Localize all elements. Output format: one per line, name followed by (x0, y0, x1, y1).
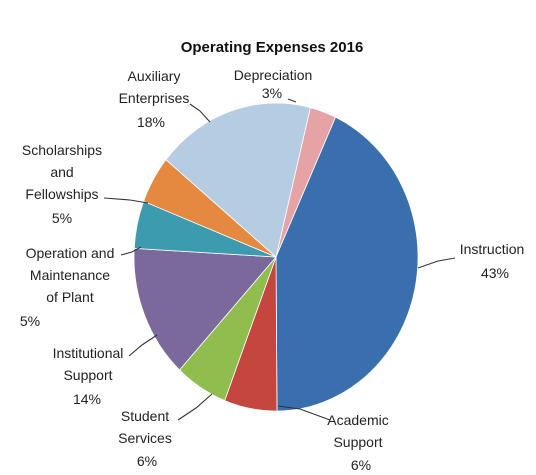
slice-label-academic-support: Academic Support (327, 412, 388, 450)
leader-line-student-services (177, 393, 213, 421)
slice-label-instruction: Instruction (460, 241, 525, 257)
leader-line-instruction (417, 257, 456, 269)
slice-label-operation-and-maintenance-of-plant: Operation and Maintenance of Plant (26, 245, 115, 305)
pie-slices (133, 102, 419, 412)
slice-percent-instruction: 43% (481, 265, 509, 281)
slice-label-scholarships-and-fellowships: Scholarships and Fellowships (22, 142, 102, 202)
pie-slice-instruction (275, 116, 419, 412)
slice-percent-institutional-support: 14% (73, 391, 101, 407)
slice-percent-academic-support: 6% (351, 457, 371, 473)
leader-line-auxiliary-enterprises (189, 103, 211, 123)
slice-percent-depreciation: 3% (262, 85, 282, 101)
leader-line-scholarships-and-fellowships (103, 197, 149, 204)
slice-percent-operation-and-maintenance-of-plant: 5% (20, 313, 40, 329)
leader-line-academic-support (277, 405, 331, 421)
leader-line-operation-and-maintenance-of-plant (120, 246, 142, 256)
pie-slice-auxiliary-enterprises (165, 102, 311, 258)
pie-slice-institutional-support (133, 247, 277, 371)
leader-lines (103, 98, 456, 421)
slice-label-depreciation: Depreciation (234, 67, 313, 83)
chart-title: Operating Expenses 2016 (181, 39, 364, 56)
slice-percent-auxiliary-enterprises: 18% (137, 114, 165, 130)
slice-labels: Depreciation 3% Instruction 43% Academic Supp… (20, 67, 524, 473)
leader-line-institutional-support (128, 334, 158, 357)
slice-label-student-services: Student Services (118, 408, 172, 446)
slice-label-auxiliary-enterprises: Auxiliary Enterprises (119, 68, 190, 106)
slice-percent-student-services: 6% (137, 453, 157, 469)
leader-line-depreciation (287, 98, 297, 103)
slice-percent-scholarships-and-fellowships: 5% (52, 210, 72, 226)
slice-label-institutional-support: Institutional Support (53, 345, 124, 383)
